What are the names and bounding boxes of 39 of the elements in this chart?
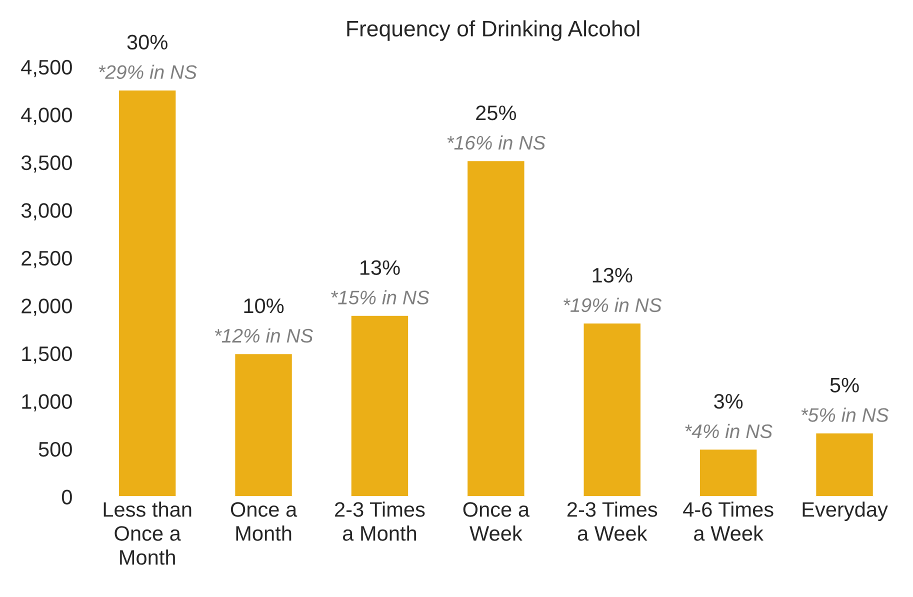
bar: [234, 352, 294, 497]
x-tick-label: 2-3 Times a Week: [567, 502, 658, 541]
y-tick-label: 3,500: [21, 155, 72, 173]
annotation: 5%: [830, 378, 859, 392]
y-tick-label: 4,000: [21, 108, 72, 125]
annotation: 13%: [360, 260, 400, 275]
y-tick-label: 2,500: [22, 250, 72, 268]
x-tick-label: 2-3 Times a Month: [335, 502, 425, 541]
bar: [350, 314, 410, 497]
annotation: 25%: [476, 105, 516, 120]
bar: [118, 89, 178, 497]
annotation: *15% in NS: [331, 290, 430, 304]
annotation: 10%: [244, 298, 284, 314]
annotation: *19% in NS: [564, 298, 662, 312]
y-tick-label: 1,000: [22, 394, 72, 412]
bar: [582, 322, 642, 497]
y-tick-label: 2,000: [22, 298, 72, 316]
annotation: *16% in NS: [447, 135, 546, 150]
y-tick-label: 1,500: [22, 346, 72, 364]
x-tick-label: Once a Week: [463, 502, 530, 541]
annotation: 30%: [127, 34, 168, 50]
chart-title: Frequency of Drinking Alcohol: [347, 20, 640, 41]
x-tick-label: 4-6 Times a Week: [683, 502, 774, 541]
bar: [814, 432, 874, 497]
annotation: *29% in NS: [98, 64, 197, 79]
x-tick-label: Once a Month: [230, 502, 298, 541]
y-tick-label: 0: [62, 490, 72, 504]
annotation: 3%: [714, 394, 743, 409]
annotation: *4% in NS: [685, 424, 772, 438]
y-tick-label: 3,000: [21, 203, 72, 220]
x-tick-label: Less than Once a Month: [104, 502, 192, 565]
y-tick-label: 500: [38, 442, 72, 457]
annotation: *5% in NS: [801, 408, 889, 422]
bar: [466, 160, 526, 497]
bar: [698, 448, 758, 497]
annotation: *12% in NS: [214, 328, 314, 343]
y-tick-label: 4,500: [21, 60, 72, 78]
annotation: 13%: [592, 268, 632, 283]
x-tick-label: Everyday: [802, 502, 888, 521]
